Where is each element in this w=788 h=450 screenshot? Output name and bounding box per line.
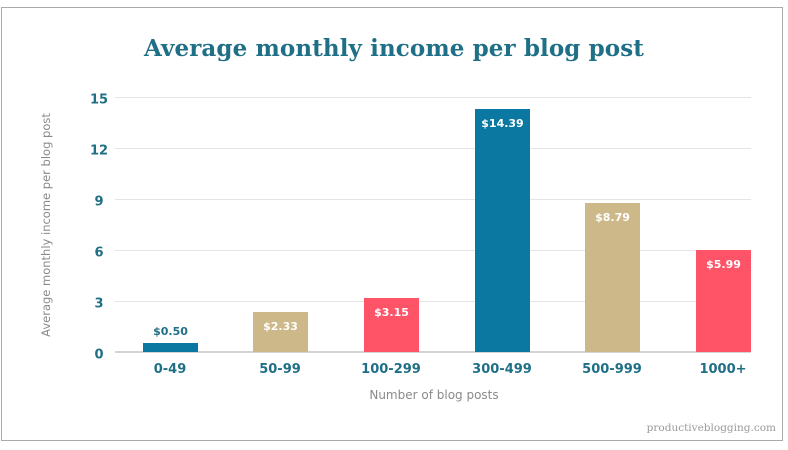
bar-value-label: $0.50: [153, 325, 188, 338]
bar-1000-plus: $5.99: [696, 250, 751, 352]
x-tick-100-299: 100-299: [361, 362, 421, 377]
x-tick-1000-plus: 1000+: [699, 362, 747, 377]
x-axis-title: Number of blog posts: [369, 388, 499, 402]
bar-value-label: $3.15: [374, 306, 409, 319]
bar-value-label: $2.33: [263, 320, 298, 333]
y-axis-title: Average monthly income per blog post: [39, 113, 53, 337]
bar-0-49: $0.50: [143, 325, 198, 352]
y-tick-0: 0: [94, 347, 104, 363]
bar-value-label: $8.79: [595, 211, 630, 224]
bar-100-299: $3.15: [364, 298, 419, 352]
x-axis-baseline: [115, 351, 751, 353]
chart-title: Average monthly income per blog post: [144, 35, 644, 62]
y-tick-9: 9: [94, 194, 104, 210]
x-tick-300-499: 300-499: [472, 362, 532, 377]
bar-300-499: $14.39: [475, 109, 530, 352]
gridline-15: [115, 97, 751, 98]
y-tick-15: 15: [89, 92, 109, 108]
x-tick-500-999: 500-999: [582, 362, 642, 377]
chart-frame: [1, 7, 783, 441]
y-tick-3: 3: [94, 296, 104, 312]
y-tick-6: 6: [94, 245, 104, 261]
gridline-6: [115, 250, 751, 251]
gridline-9: [115, 199, 751, 200]
y-tick-12: 12: [89, 143, 109, 159]
bar-500-999: $8.79: [585, 203, 640, 352]
x-tick-0-49: 0-49: [153, 362, 187, 377]
bar-value-label: $14.39: [481, 117, 524, 130]
gridline-12: [115, 148, 751, 149]
watermark: productiveblogging.com: [646, 422, 776, 434]
x-tick-50-99: 50-99: [259, 362, 301, 377]
bar-50-99: $2.33: [253, 312, 308, 352]
gridline-3: [115, 301, 751, 302]
bar-value-label: $5.99: [706, 258, 741, 271]
